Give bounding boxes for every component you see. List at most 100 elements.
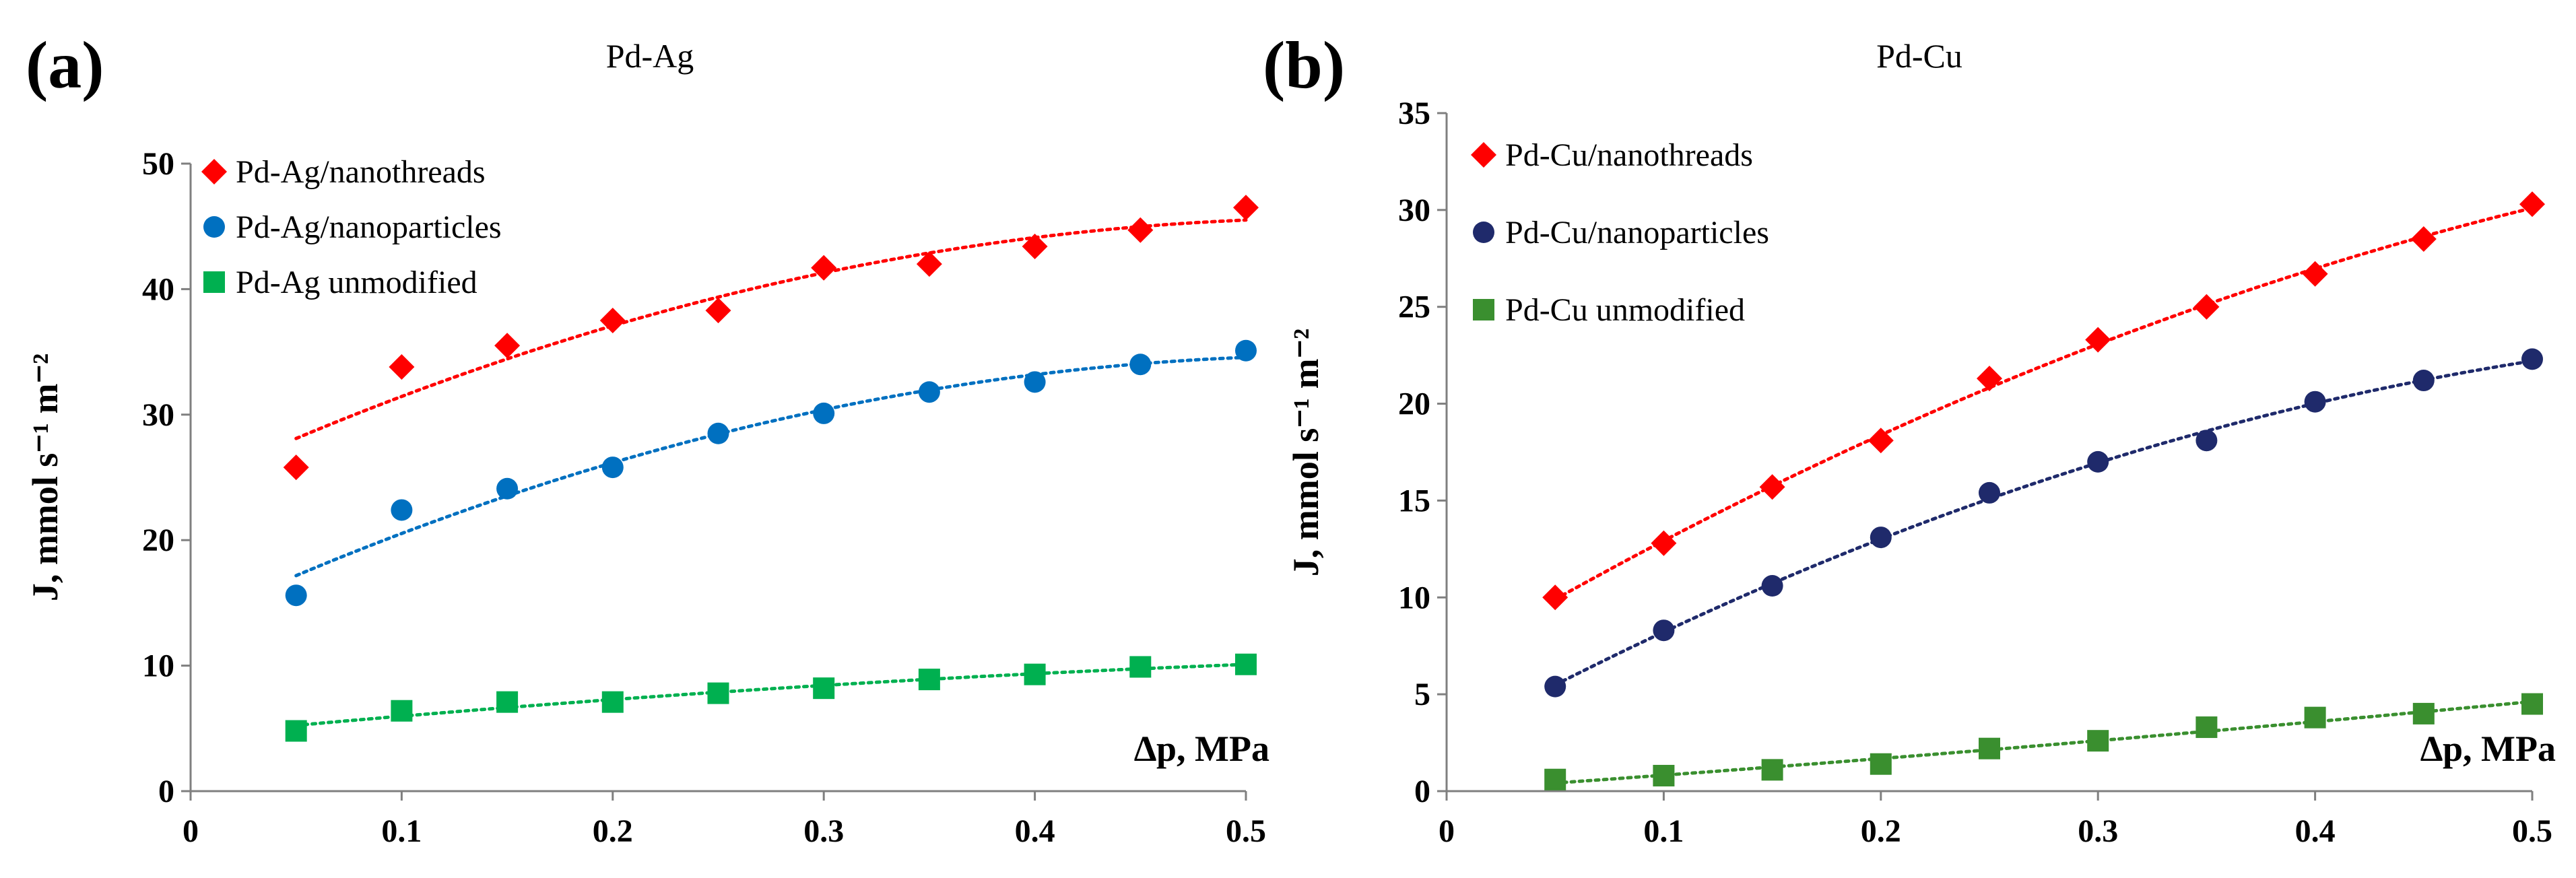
y-tick-label: 20 [142, 522, 174, 558]
data-point [285, 720, 307, 742]
data-point [1761, 759, 1783, 781]
data-point [283, 454, 309, 481]
data-point [2521, 693, 2543, 715]
data-point [601, 691, 624, 713]
panel-label: (a) [26, 28, 104, 102]
data-point [601, 457, 624, 479]
data-point [916, 251, 942, 277]
data-point [705, 298, 731, 324]
data-point [2519, 191, 2545, 217]
legend-entry: Pd-Cu/nanothreads [1505, 137, 1753, 173]
panel-b: (b) Pd-Cu 0 5 10 15 20 25 30 35 0 0.1 0.2 0.3 0.4 0.5 J,… [1263, 28, 2556, 849]
y-tick-label: 5 [1414, 677, 1430, 712]
y-axis-label: J, mmol s⁻¹ m⁻² [1286, 329, 1326, 576]
data-point [1653, 619, 1675, 642]
data-point [1761, 575, 1783, 597]
data-point [496, 477, 519, 500]
trendline-1 [1553, 206, 2534, 601]
data-point [1129, 656, 1152, 678]
legend-entry: Pd-Cu/nanoparticles [1505, 215, 1769, 250]
data-point [1544, 768, 1566, 790]
data-point [1979, 737, 2000, 759]
trendline-3 [294, 663, 1248, 727]
data-point [2195, 716, 2218, 739]
x-tick-label: 0.5 [2512, 813, 2552, 849]
data-point [1127, 217, 1154, 243]
data-point [811, 255, 837, 281]
data-point [599, 308, 626, 333]
y-axis-label: J, mmol s⁻¹ m⁻² [25, 353, 65, 601]
legend-entry: Pd-Ag unmodified [236, 265, 477, 300]
panel-a: (a) Pd-Ag 0 10 20 30 40 50 0 0.1 0.2 0.3 0.4 0.5 J, mm… [25, 28, 1269, 849]
data-point [2304, 706, 2326, 729]
trendline-3 [1553, 700, 2534, 785]
data-point [1870, 527, 1892, 549]
data-point [813, 677, 835, 700]
data-point [389, 353, 415, 380]
data-point [2087, 730, 2109, 752]
data-point [918, 381, 940, 403]
data-point [813, 402, 835, 424]
x-tick-label: 0.2 [1861, 813, 1901, 849]
data-point [2412, 702, 2435, 724]
data-point [2302, 261, 2328, 287]
legend-marker [201, 159, 227, 184]
data-point [1759, 474, 1785, 500]
data-point [1870, 753, 1892, 775]
panel-label: (b) [1263, 28, 1345, 102]
data-point [2410, 226, 2437, 252]
y-tick-label: 10 [142, 648, 174, 684]
y-tick-label: 0 [158, 774, 174, 809]
data-point [2193, 294, 2220, 320]
x-tick-label: 0.2 [593, 813, 633, 849]
chart-title: Pd-Ag [606, 37, 694, 75]
data-point [1233, 195, 1259, 221]
y-tick-label: 25 [1398, 290, 1430, 325]
y-tick-label: 30 [142, 397, 174, 433]
x-tick-label: 0 [1439, 813, 1455, 849]
data-point [2195, 430, 2218, 452]
trendline-2 [1553, 359, 2534, 687]
x-tick-label: 0.1 [381, 813, 422, 849]
legend-marker [1471, 142, 1496, 168]
data-point [1022, 234, 1048, 260]
x-axis-label: ∆p, MPa [2420, 729, 2556, 769]
data-point [1024, 371, 1046, 393]
legend-marker [1473, 299, 1494, 320]
data-point [918, 669, 940, 691]
data-point [391, 700, 413, 722]
x-tick-label: 0.5 [1226, 813, 1266, 849]
x-tick-label: 0.4 [2295, 813, 2336, 849]
data-point [2087, 450, 2109, 473]
data-point [2521, 348, 2543, 370]
data-point [1653, 764, 1675, 786]
x-axis-label: ∆p, MPa [1134, 729, 1269, 769]
trendline-1 [294, 218, 1248, 440]
data-point [2412, 370, 2435, 392]
legend-marker [203, 216, 225, 238]
x-tick-label: 0.3 [2078, 813, 2118, 849]
data-point [1544, 675, 1566, 698]
data-point [1868, 428, 1894, 454]
y-tick-label: 20 [1398, 386, 1430, 422]
data-point [707, 422, 729, 444]
y-tick-label: 40 [142, 271, 174, 307]
y-tick-label: 35 [1398, 96, 1430, 131]
data-point [1542, 584, 1568, 611]
legend-entry: Pd-Ag/nanothreads [236, 154, 486, 190]
x-tick-label: 0 [183, 813, 199, 849]
x-tick-label: 0.4 [1015, 813, 1055, 849]
data-point [1129, 353, 1152, 376]
x-tick-label: 0.3 [803, 813, 844, 849]
data-point [2085, 327, 2111, 353]
y-tick-label: 30 [1398, 193, 1430, 228]
legend-marker [1473, 222, 1494, 243]
data-point [1235, 653, 1257, 675]
data-point [391, 499, 413, 521]
legend-marker [203, 271, 225, 293]
legend-entry: Pd-Cu unmodified [1505, 292, 1745, 328]
data-point [494, 333, 521, 359]
data-point [2304, 391, 2326, 413]
y-tick-label: 50 [142, 146, 174, 182]
